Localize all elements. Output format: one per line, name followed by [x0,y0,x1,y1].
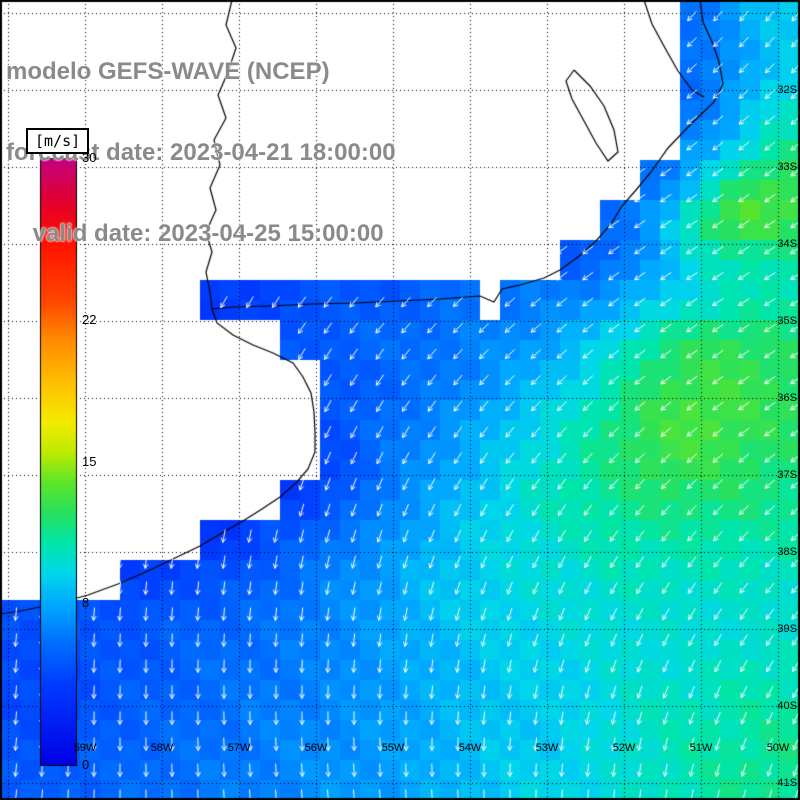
colorbar-tick-label: 15 [82,453,97,469]
lon-label: 58W [150,742,174,754]
lon-label: 55W [381,742,405,754]
lon-label: 54W [458,742,482,754]
colorbar-unit-label: [m/s] [35,132,81,150]
lon-label: 59W [73,742,97,754]
lon-label: 53W [535,742,559,754]
valid-date: valid date: 2023-04-25 15:00:00 [6,220,384,247]
colorbar-tick-label: 30 [82,150,97,165]
lon-label: 57W [227,742,251,754]
lat-label: 37S [777,469,797,481]
lat-label: 35S [777,315,797,327]
lat-label: 33S [777,161,797,173]
lat-label: 38S [777,546,797,558]
colorbar-tick-label: 0 [82,757,90,772]
colorbar-unit-box: [m/s] [26,128,90,154]
lat-label: 39S [777,623,797,635]
colorbar-tick-label: 22 [82,311,97,327]
model-name: modelo GEFS-WAVE (NCEP) [6,58,330,85]
lon-label: 52W [612,742,636,754]
lat-label: 32S [777,84,797,96]
lon-label: 56W [304,742,328,754]
lat-label: 41S [777,777,797,789]
lon-label: 51W [689,742,713,754]
lat-label: 36S [777,392,797,404]
colorbar-tick-label: 8 [82,595,90,611]
lon-label: 50W [766,742,790,754]
lat-label: 34S [777,238,797,250]
lat-label: 40S [777,700,797,712]
